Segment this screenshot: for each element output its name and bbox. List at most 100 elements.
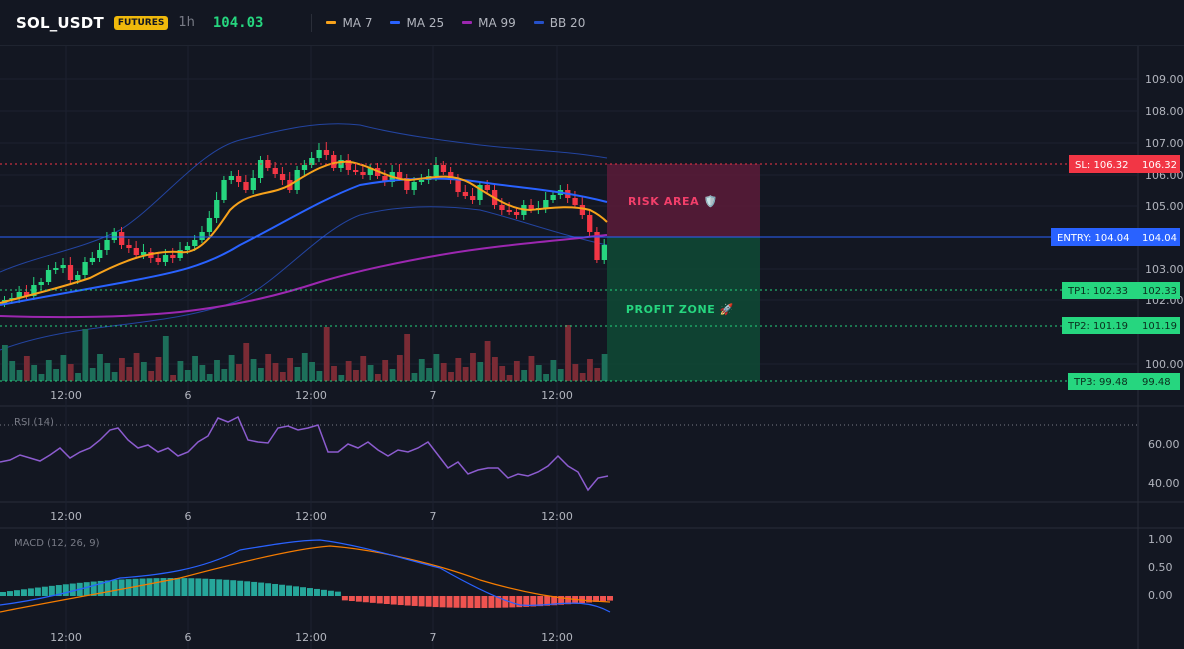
volume-bar [126, 367, 133, 381]
volume-bar [594, 368, 601, 381]
candle-body [60, 265, 66, 268]
candle-body [250, 178, 256, 190]
entry-tag-value: 104.04 [1142, 233, 1177, 244]
volume-bar [499, 366, 506, 381]
macd-histogram-bar [502, 596, 509, 608]
candle-body [243, 182, 249, 190]
macd-histogram-bar [202, 578, 209, 596]
macd-tick: 0.50 [1148, 561, 1173, 574]
candle-body [353, 170, 359, 172]
volume-bar [119, 358, 125, 381]
price-axis[interactable]: 109.00 108.00 107.00 106.00 105.00 103.0… [1145, 73, 1184, 371]
volume-bar [543, 374, 549, 381]
candle-body [462, 192, 469, 196]
macd-histogram-bar [530, 596, 537, 607]
macd-histogram-bar [537, 596, 544, 607]
candle-body [119, 232, 125, 245]
time-tick: 7 [430, 631, 437, 644]
tp3-tag[interactable]: TP3: 99.48 99.48 [1068, 373, 1180, 390]
tp1-tag[interactable]: TP1: 102.33 102.33 [1062, 282, 1180, 299]
macd-histogram-bar [279, 584, 286, 596]
macd-histogram-bar [258, 582, 265, 596]
time-tick: 12:00 [541, 510, 573, 523]
legend-bb20-label: BB 20 [549, 15, 586, 30]
volume-bar [440, 363, 447, 381]
candle-body [594, 232, 600, 260]
volume-bar [601, 354, 608, 381]
legend-ma25[interactable]: MA 25 [390, 16, 444, 30]
volume-bar [2, 345, 8, 381]
macd-histogram-bar [565, 596, 572, 605]
volume-bar [155, 357, 162, 381]
volume-bar [338, 375, 345, 381]
macd-histogram-bar [132, 578, 139, 596]
macd-histogram-bar [411, 596, 418, 606]
volume-bar [374, 374, 381, 381]
volume-bar [279, 372, 286, 381]
macd-tick: 1.00 [1148, 533, 1173, 546]
volume-bar [177, 361, 184, 381]
legend-ma7[interactable]: MA 7 [326, 16, 372, 30]
candle-body [601, 245, 607, 260]
candle-body [279, 174, 286, 180]
time-tick: 12:00 [50, 510, 82, 523]
price-tick: 103.00 [1145, 263, 1184, 276]
volume-bar [16, 370, 23, 381]
volume-bar [418, 359, 425, 381]
candle-body [97, 250, 103, 258]
volume-bar [316, 371, 323, 381]
candle-body [111, 232, 118, 240]
candle-body [67, 265, 74, 280]
macd-histogram-bar [495, 596, 502, 608]
time-axis-macd[interactable]: 12:00 6 12:00 7 12:00 [50, 631, 573, 644]
time-tick: 12:00 [50, 389, 82, 402]
volume-bar [557, 369, 564, 381]
price-tick: 100.00 [1145, 358, 1184, 371]
volume-bar [462, 367, 469, 381]
macd-histogram-bar [300, 587, 306, 596]
candle-body [221, 180, 227, 200]
risk-area-label: RISK AREA 🛡️ [628, 195, 718, 208]
volume-bar [148, 371, 155, 381]
legend-bb20[interactable]: BB 20 [533, 15, 586, 30]
time-axis-rsi[interactable]: 12:00 6 12:00 7 12:00 [50, 510, 573, 523]
timeframe-selector[interactable]: 1h [178, 15, 195, 30]
volume-bar [133, 353, 140, 381]
tp2-tag[interactable]: TP2: 101.19 101.19 [1062, 317, 1180, 334]
macd-histogram-bar [418, 596, 425, 607]
macd-histogram-bar [383, 596, 390, 604]
macd-histogram-bar [146, 578, 153, 596]
volume-bar [243, 343, 250, 381]
sl-tag[interactable]: SL: 106.32 106.32 [1069, 155, 1180, 173]
candle-body [331, 155, 337, 168]
entry-tag[interactable]: ENTRY: 104.04 104.04 [1051, 228, 1180, 246]
candle-body [126, 245, 132, 248]
volume-bar [294, 367, 301, 381]
volume-bar [228, 355, 235, 381]
time-tick: 6 [185, 510, 192, 523]
legend-ma99[interactable]: MA 99 [462, 16, 516, 30]
candle-body [470, 196, 476, 200]
time-tick: 6 [185, 389, 192, 402]
macd-tick: 0.00 [1148, 589, 1173, 602]
candle-body [587, 215, 593, 232]
candle-body [75, 275, 81, 280]
macd-histogram-bar [516, 596, 523, 608]
time-axis-main[interactable]: 12:00 6 12:00 7 12:00 [50, 389, 573, 402]
symbol-name[interactable]: SOL_USDT [16, 13, 104, 32]
volume-bar [535, 365, 542, 381]
volume-bar [53, 369, 60, 381]
candle-body [236, 176, 242, 182]
volume-bar [491, 357, 498, 381]
candle-body [45, 270, 52, 282]
macd-histogram-bar [307, 588, 313, 596]
volume-bar [484, 341, 491, 381]
risk-area-zone[interactable] [607, 164, 760, 237]
macd-histogram [0, 578, 613, 608]
profit-zone[interactable] [607, 237, 760, 381]
volume-bar [360, 356, 367, 381]
legend-bb20-swatch [533, 21, 544, 24]
volume-bar [236, 364, 242, 381]
tp1-tag-label: TP1: 102.33 [1067, 286, 1128, 297]
